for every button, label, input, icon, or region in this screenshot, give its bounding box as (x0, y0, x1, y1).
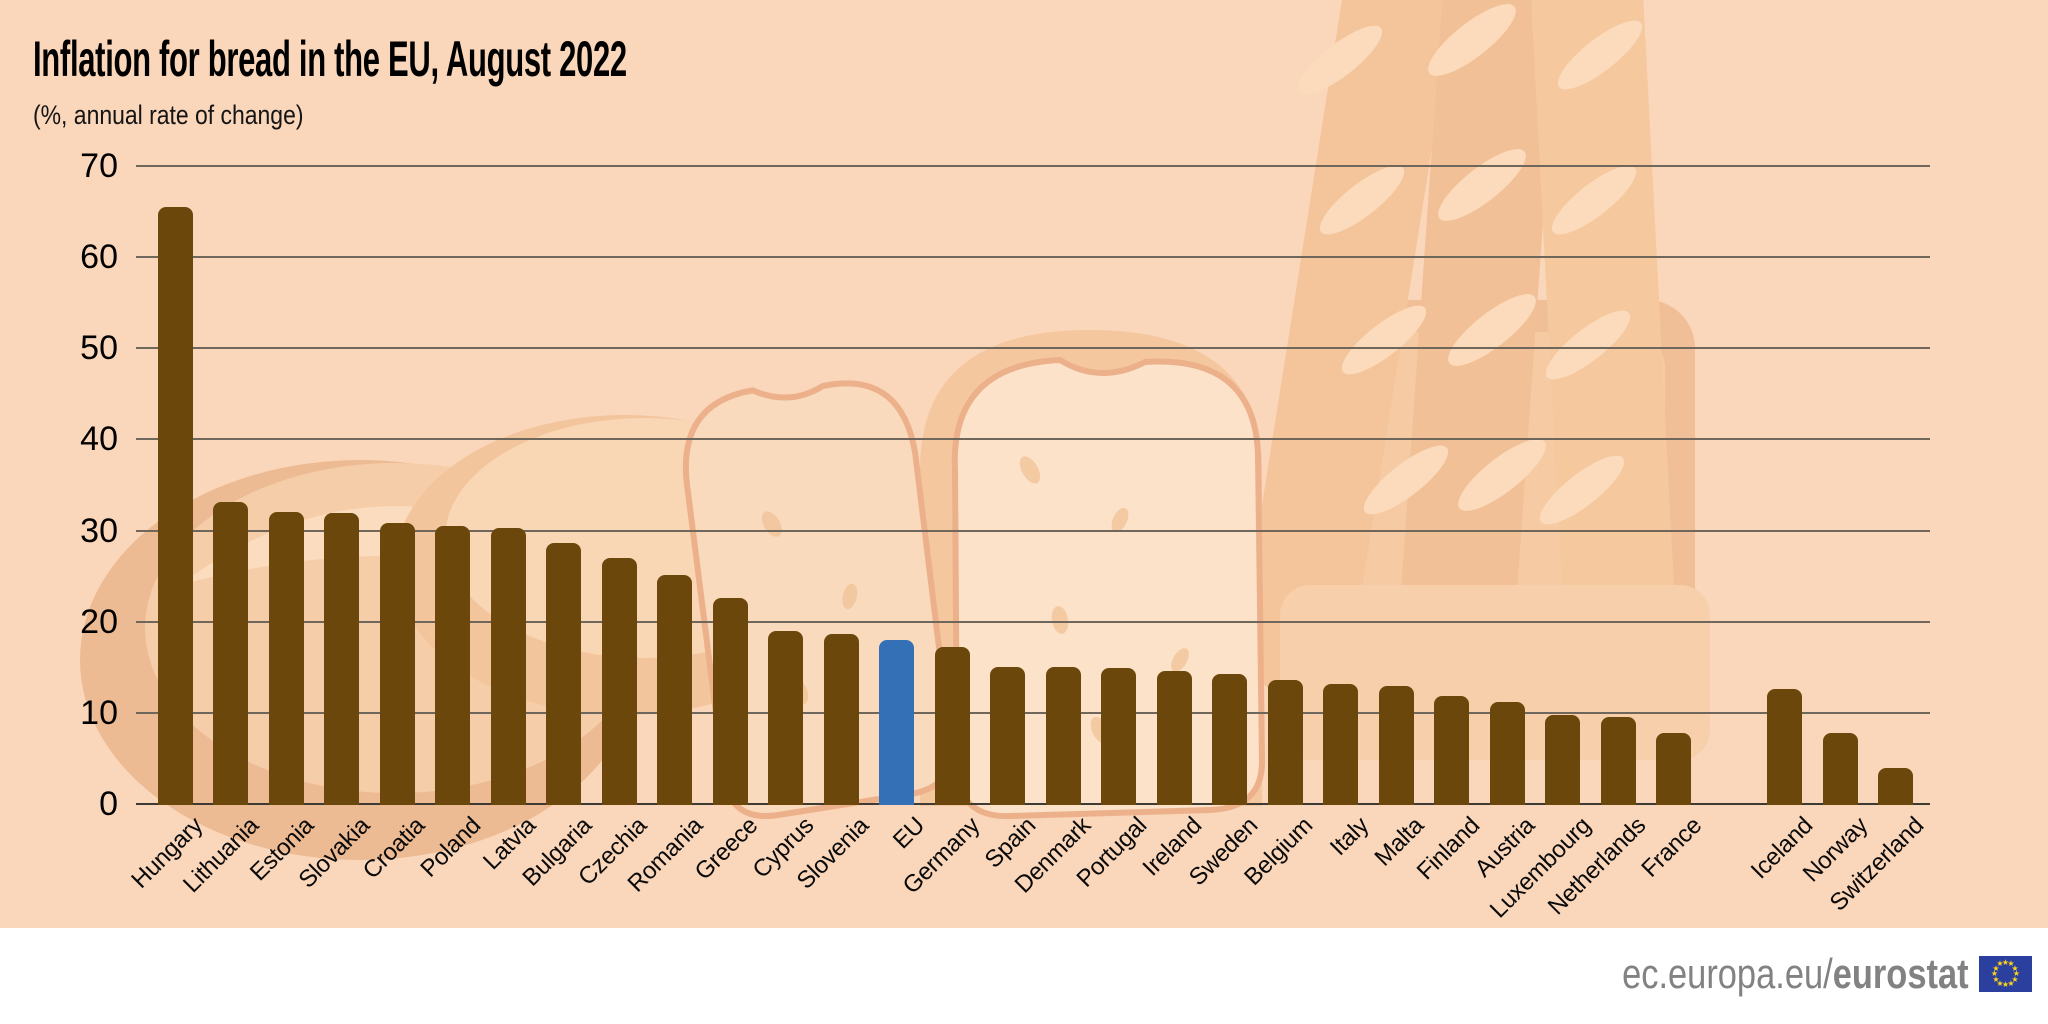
bar-latvia (490, 527, 526, 805)
y-tick-label-20: 20 (80, 602, 118, 641)
flag-star: ★ (1992, 974, 2000, 984)
bar-romania (657, 575, 692, 805)
bar-sweden (1212, 673, 1247, 805)
bar-belgium (1267, 680, 1303, 805)
y-tick-label-60: 60 (80, 238, 118, 277)
gridline-30 (136, 529, 1930, 532)
flag-star: ★ (2001, 980, 2010, 989)
gridline-50 (136, 347, 1930, 350)
eurostat-url-prefix: ec.europa.eu/ (1622, 950, 1834, 997)
bar-denmark (1045, 667, 1081, 805)
flag-star: ★ (1996, 959, 2004, 969)
gridline-60 (136, 256, 1930, 259)
flag-star: ★ (2011, 963, 2019, 973)
y-tick-label-0: 0 (99, 785, 118, 823)
eu-flag-icon: ★ ★ ★ ★ ★ ★ ★ ★ ★ ★ ★ ★ (1979, 956, 2032, 992)
y-tick-label-30: 30 (80, 511, 118, 550)
bar-greece (712, 598, 748, 805)
gridline-20 (136, 620, 1930, 623)
bar-croatia (379, 523, 415, 805)
eurostat-logo-text: ec.europa.eu/eurostat (1622, 950, 1969, 998)
y-tick-label-70: 70 (80, 147, 118, 185)
flag-star: ★ (2007, 978, 2015, 988)
y-tick-label-10: 10 (80, 693, 118, 732)
flag-star: ★ (2012, 969, 2021, 978)
flag-star: ★ (2001, 958, 2010, 967)
page-subtitle: (%, annual rate of change) (33, 100, 304, 130)
page-title: Inflation for bread in the EU, August 20… (33, 31, 627, 87)
bar-malta (1378, 686, 1414, 805)
bar-czechia (601, 557, 637, 805)
bar-eu (879, 639, 914, 805)
bar-spain (990, 667, 1025, 805)
bar-switzerland (1878, 768, 1913, 805)
bar-lithuania (213, 502, 248, 805)
y-tick-label-40: 40 (80, 420, 118, 459)
bar-hungary (157, 207, 193, 805)
gridline-70 (136, 165, 1930, 167)
flag-star: ★ (1990, 969, 1999, 978)
bar-poland (435, 526, 470, 805)
bar-italy (1323, 683, 1358, 805)
bar-estonia (268, 512, 304, 805)
bar-slovenia (823, 634, 859, 805)
bar-france (1656, 732, 1691, 805)
bar-netherlands (1600, 717, 1636, 805)
y-tick-label-50: 50 (80, 329, 118, 368)
bar-luxembourg (1545, 714, 1580, 805)
bar-austria (1489, 701, 1525, 805)
bar-germany (934, 647, 970, 805)
eurostat-logo: ec.europa.eu/eurostat ★ ★ ★ ★ ★ ★ ★ ★ ★ ★ ★ ★ (1546, 950, 2032, 998)
bar-iceland (1767, 689, 1802, 805)
flag-star: ★ (1992, 963, 2000, 973)
bar-slovakia (324, 513, 359, 805)
bar-cyprus (768, 630, 803, 805)
bar-ireland (1156, 670, 1192, 805)
gridline-40 (136, 438, 1930, 441)
footer-bar: ec.europa.eu/eurostat ★ ★ ★ ★ ★ ★ ★ ★ ★ ★ ★ ★ (0, 928, 2048, 1024)
flag-star: ★ (2011, 974, 2019, 984)
bar-norway (1822, 732, 1858, 805)
flag-star: ★ (2007, 959, 2015, 969)
gridline-10 (136, 711, 1930, 714)
x-axis-line (136, 803, 1930, 805)
flag-star: ★ (1996, 978, 2004, 988)
bar-portugal (1101, 668, 1136, 805)
bar-finland (1434, 695, 1469, 805)
bar-bulgaria (546, 543, 581, 805)
eurostat-wordmark: eurostat (1833, 950, 1969, 997)
